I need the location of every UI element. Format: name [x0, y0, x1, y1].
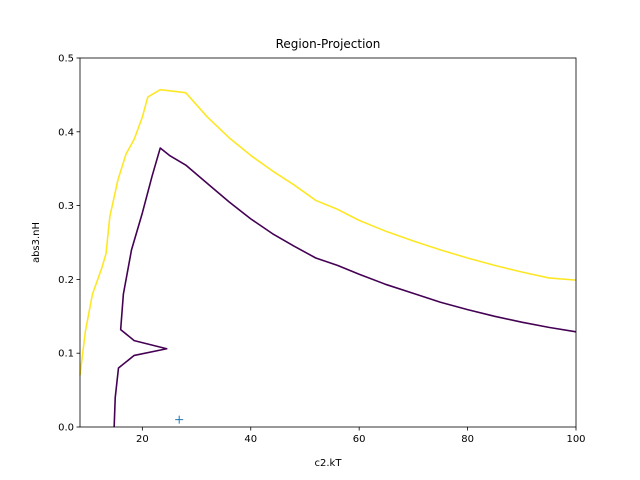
series-layer [79, 88, 577, 428]
chart-title: Region-Projection [276, 37, 381, 51]
y-tick-label: 0.0 [58, 423, 74, 434]
y-tick-label: 0.2 [58, 275, 74, 286]
x-tick-label: 100 [566, 434, 585, 445]
x-axis-ticks: 20 40 60 80 100 [136, 427, 586, 445]
x-axis-label: c2.kT [315, 458, 343, 469]
x-tick-label: 40 [244, 434, 257, 445]
y-axis-label: abs3.nH [31, 222, 42, 263]
y-tick-label: 0.4 [58, 127, 74, 138]
plot-frame [79, 57, 577, 428]
y-tick-label: 0.1 [58, 349, 74, 360]
contour-line-1 [113, 147, 577, 428]
best-fit-marker [175, 415, 184, 424]
x-tick-label: 60 [353, 434, 366, 445]
contour-line-2 [79, 88, 577, 376]
plot-background [80, 58, 576, 427]
x-tick-label: 20 [136, 434, 149, 445]
plot-area [79, 57, 577, 428]
marker-layer [175, 415, 184, 424]
y-tick-label: 0.3 [58, 201, 74, 212]
x-tick-label: 80 [461, 434, 474, 445]
y-tick-label: 0.5 [58, 54, 74, 65]
y-axis-ticks: 0.0 0.1 0.2 0.3 0.4 0.5 [58, 54, 80, 434]
